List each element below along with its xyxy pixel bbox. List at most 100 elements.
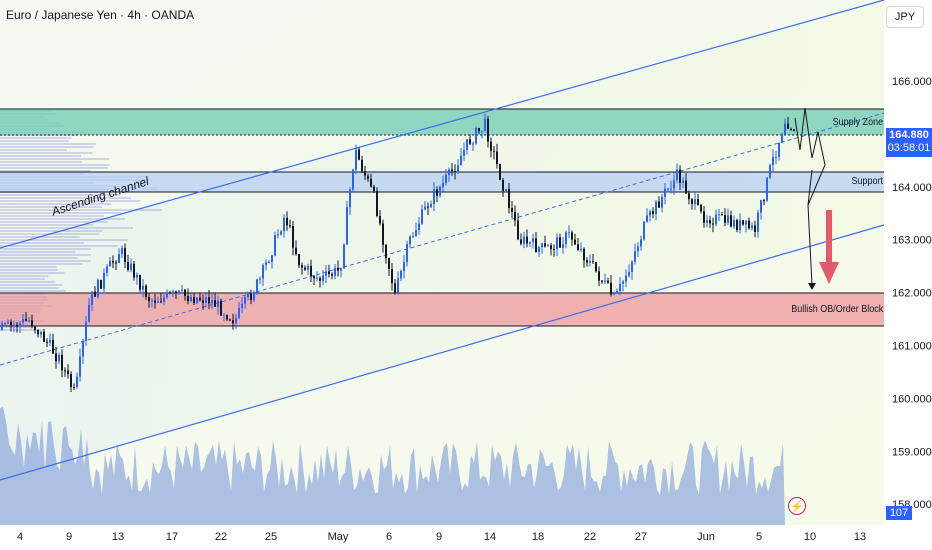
candle-body	[79, 356, 81, 377]
candle-body	[82, 340, 84, 357]
volume-profile-bar	[0, 140, 69, 142]
candle-body	[736, 220, 738, 231]
time-tick-label: May	[328, 531, 349, 543]
candle-body	[4, 323, 6, 325]
candle-body	[751, 225, 753, 229]
candle-body	[19, 322, 21, 327]
volume-profile-bar	[0, 260, 91, 262]
candle-body	[781, 134, 783, 143]
candle-body	[343, 244, 345, 269]
candle-body	[328, 271, 330, 275]
candle-body	[235, 317, 237, 324]
candle-body	[178, 290, 180, 294]
candle-body	[496, 151, 498, 164]
volume-profile-bar	[0, 158, 110, 160]
candle-body	[289, 225, 291, 227]
lightning-icon[interactable]: ⚡	[788, 497, 806, 515]
candle-body	[685, 180, 687, 194]
candle-body	[745, 220, 747, 225]
candle-body	[229, 319, 231, 321]
candle-body	[667, 188, 669, 190]
candle-body	[256, 279, 258, 294]
volume-profile-bar	[0, 149, 67, 151]
candle-body	[577, 244, 579, 251]
candle-body	[760, 200, 762, 213]
channel-mid-line[interactable]	[0, 112, 885, 366]
candle-body	[337, 267, 339, 271]
candle-body	[586, 260, 588, 263]
candle-body	[13, 324, 15, 326]
candle-body	[94, 291, 96, 297]
candle-body	[580, 248, 582, 251]
candle-body	[784, 123, 786, 135]
candle-body	[7, 321, 9, 324]
candle-body	[262, 265, 264, 279]
candle-body	[700, 204, 702, 212]
candle-body	[61, 354, 63, 371]
channel-upper-line[interactable]	[0, 0, 885, 249]
candle-body	[778, 142, 780, 157]
candle-body	[397, 278, 399, 293]
candlestick-series	[1, 113, 795, 392]
volume-profile-bar	[0, 212, 121, 214]
candle-body	[55, 353, 57, 362]
candle-body	[526, 236, 528, 244]
volume-profile-bar	[0, 272, 65, 274]
candle-body	[373, 186, 375, 191]
volume-profile-bar	[0, 215, 104, 217]
candle-body	[367, 175, 369, 179]
candle-body	[103, 272, 105, 289]
candle-body	[400, 270, 402, 279]
candle-body	[694, 199, 696, 204]
price-tick-label: 162.000	[892, 288, 932, 300]
candle-body	[286, 217, 288, 226]
candle-body	[283, 217, 285, 232]
candle-body	[565, 232, 567, 245]
candle-body	[475, 127, 477, 144]
candle-body	[520, 239, 522, 244]
chart-title: Euro / Japanese Yen · 4h · OANDA	[6, 8, 195, 22]
candle-body	[670, 188, 672, 190]
candle-body	[226, 315, 228, 320]
volume-profile-bar	[0, 263, 83, 265]
candle-body	[208, 297, 210, 304]
candle-body	[136, 274, 138, 278]
candle-body	[727, 215, 729, 223]
candle-body	[184, 289, 186, 296]
candle-body	[88, 304, 90, 322]
time-tick-label: 25	[265, 531, 277, 543]
candle-body	[403, 262, 405, 271]
candle-body	[148, 296, 150, 302]
currency-button[interactable]: JPY	[886, 6, 924, 28]
candle-body	[529, 242, 531, 244]
candle-body	[253, 293, 255, 301]
candle-body	[655, 201, 657, 214]
candle-body	[568, 232, 570, 234]
candle-body	[418, 223, 420, 231]
time-tick-label: 17	[166, 531, 178, 543]
candle-body	[1, 323, 3, 330]
time-axis[interactable]	[0, 525, 932, 550]
candle-body	[487, 118, 489, 142]
candle-body	[706, 220, 708, 223]
candle-body	[484, 118, 486, 131]
candle-body	[127, 261, 129, 270]
candle-body	[334, 267, 336, 276]
order-block-zone	[0, 293, 884, 326]
volume-profile-bar	[0, 200, 141, 202]
candle-body	[340, 268, 342, 271]
candle-body	[175, 291, 177, 294]
candle-body	[601, 280, 603, 282]
time-tick-label: 18	[532, 531, 544, 543]
channel-lower-line[interactable]	[0, 224, 885, 481]
candle-body	[574, 239, 576, 245]
candle-body	[166, 292, 168, 298]
candle-body	[775, 156, 777, 158]
candle-body	[748, 220, 750, 229]
candle-body	[250, 293, 252, 301]
candle-body	[508, 188, 510, 209]
price-axis[interactable]	[884, 0, 932, 525]
volume-profile-bar	[0, 224, 94, 226]
